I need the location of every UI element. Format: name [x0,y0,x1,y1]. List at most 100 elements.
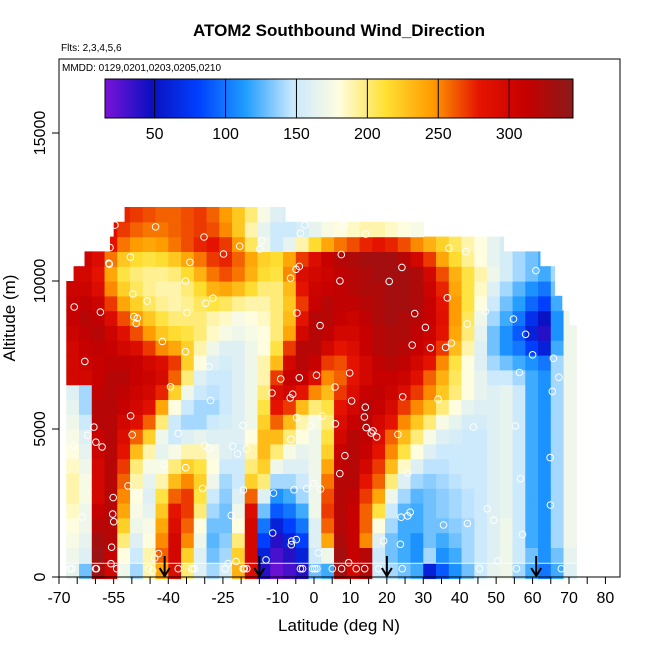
sample-point [159,461,168,469]
heatmap-cell [206,547,220,563]
heatmap-cell [538,517,552,534]
heatmap-cell [436,429,450,445]
heatmap-cell [538,325,552,341]
heatmap-cell [538,369,552,386]
heatmap-cell [283,295,297,312]
heatmap-cell [372,221,386,238]
heatmap-cell [206,295,220,312]
heatmap-cell [334,399,348,415]
heatmap-cell [117,399,131,415]
heatmap-cell [91,488,106,504]
heatmap-cell [219,369,233,386]
sample-point [316,321,324,330]
heatmap-cell [359,547,373,563]
heatmap-cell [512,414,526,430]
heatmap-cell [244,221,259,238]
heatmap-cell [295,443,310,460]
sample-point [394,430,402,439]
heatmap-cell [372,340,386,356]
heatmap-cell [499,355,514,371]
heatmap-cell [155,443,169,460]
heatmap-cell [512,295,526,312]
heatmap-cell [423,473,437,489]
y-tick-label: 5000 [32,411,49,447]
sample-point [398,263,406,272]
heatmap-cell [219,207,233,223]
heatmap-cell [385,517,399,534]
heatmap-cell [104,429,118,445]
heatmap-cell [155,503,169,519]
heatmap-cell [346,517,361,534]
heatmap-cell [397,384,412,400]
heatmap-cell [181,532,195,548]
heatmap-cell [397,251,412,267]
heatmap-cell [142,517,157,534]
heatmap-cell [193,414,208,430]
heatmap-cell [193,251,208,267]
heatmap-cell [270,295,284,312]
heatmap-cell [206,488,220,504]
sample-point [242,445,251,453]
heatmap-cell [79,517,93,534]
heatmap-cell [461,458,475,474]
heatmap-cell [334,266,348,282]
heatmap-cell [244,473,259,489]
sample-point [337,564,346,573]
heatmap-cell [91,355,106,371]
heatmap-cell [308,532,322,548]
heatmap-cell [487,399,501,415]
sample-point [144,564,153,573]
heatmap-cell [142,207,157,223]
heatmap-cell [155,414,169,430]
heatmap-cell [538,295,552,312]
heatmap-cell [461,310,475,326]
heatmap-cell [117,429,131,445]
heatmap-cell [461,384,475,400]
sample-point [344,558,353,567]
heatmap-cell [270,503,284,519]
sample-point [511,422,520,430]
heatmap-cell [117,517,131,534]
heatmap-cell [181,473,195,489]
heatmap-cell [283,207,286,223]
heatmap-cell [193,236,208,252]
heatmap-cell [436,547,450,563]
heatmap-cell [461,547,475,563]
heatmap-cell [181,399,195,415]
heatmap-cell [283,563,297,580]
heatmap-cell [550,266,556,282]
sample-point [106,243,114,252]
sample-point [227,511,236,520]
heatmap-cell [232,414,246,430]
heatmap-cell [283,325,297,341]
heatmap-cell [436,384,450,400]
heatmap-cell [461,340,475,356]
sample-point [287,537,296,545]
heatmap-cell [499,532,514,548]
heatmap-cell [550,503,565,519]
heatmap-cell [487,384,501,400]
heatmap-cell [525,369,539,386]
heatmap-cell [130,236,144,252]
heatmap-cell [130,517,144,534]
heatmap-cell [346,488,361,504]
sample-point [447,339,456,347]
heatmap-cell [397,340,412,356]
heatmap-cell [257,473,271,489]
sample-point [494,557,502,565]
sample-point [385,277,394,286]
heatmap-cell [295,221,310,238]
heatmap-cell [538,443,552,460]
heatmap-cell [270,429,284,445]
heatmap-cell [130,547,144,563]
sample-point [292,535,301,544]
sample-point [397,513,405,522]
heatmap-cell [538,310,552,326]
heatmap-cell [206,207,220,223]
heatmap-cell [321,221,335,238]
heatmap-cell [219,547,233,563]
sample-point [293,309,301,317]
sample-point [78,513,86,521]
heatmap-cell [181,325,195,341]
heatmap-cell [423,355,437,371]
